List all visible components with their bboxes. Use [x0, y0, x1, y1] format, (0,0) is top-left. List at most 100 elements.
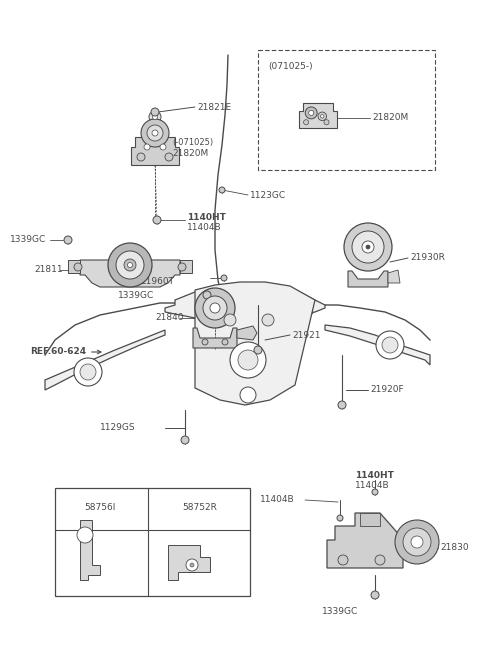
Circle shape	[141, 119, 169, 147]
Circle shape	[254, 346, 262, 354]
Circle shape	[219, 187, 225, 193]
Circle shape	[372, 489, 378, 495]
Circle shape	[366, 245, 370, 249]
Polygon shape	[68, 260, 80, 273]
Bar	[55, 488, 250, 596]
Circle shape	[324, 120, 329, 125]
Circle shape	[202, 339, 208, 345]
Polygon shape	[360, 513, 380, 526]
Text: 21821E: 21821E	[197, 102, 231, 112]
Polygon shape	[168, 545, 210, 580]
Circle shape	[230, 342, 266, 378]
Text: 21830: 21830	[440, 543, 468, 553]
Circle shape	[74, 263, 82, 271]
Circle shape	[309, 110, 314, 116]
Circle shape	[186, 559, 198, 571]
Circle shape	[318, 112, 326, 120]
Circle shape	[338, 555, 348, 565]
Polygon shape	[388, 270, 400, 283]
Circle shape	[64, 236, 72, 244]
Polygon shape	[131, 137, 179, 165]
Polygon shape	[348, 271, 388, 287]
Circle shape	[160, 144, 166, 150]
Circle shape	[124, 259, 136, 271]
Circle shape	[238, 350, 258, 370]
Polygon shape	[193, 328, 237, 348]
Polygon shape	[165, 284, 325, 320]
Circle shape	[222, 339, 228, 345]
Circle shape	[181, 436, 189, 444]
Text: 21811: 21811	[34, 265, 62, 275]
Text: 11404B: 11404B	[187, 223, 222, 233]
Text: 21921: 21921	[292, 330, 321, 340]
Circle shape	[108, 243, 152, 287]
Circle shape	[224, 314, 236, 326]
Circle shape	[240, 387, 256, 403]
Circle shape	[165, 153, 173, 161]
Circle shape	[375, 555, 385, 565]
Circle shape	[338, 401, 346, 409]
Text: 58752R: 58752R	[182, 503, 217, 512]
Text: 1140HT: 1140HT	[187, 214, 226, 223]
Circle shape	[190, 563, 194, 567]
Text: 1339GC: 1339GC	[118, 290, 154, 300]
Circle shape	[382, 337, 398, 353]
Text: REF.60-624: REF.60-624	[30, 348, 101, 357]
Polygon shape	[45, 330, 165, 390]
Text: (071025-): (071025-)	[268, 62, 312, 72]
Circle shape	[144, 144, 150, 150]
Circle shape	[116, 251, 144, 279]
Circle shape	[337, 515, 343, 521]
Circle shape	[147, 125, 163, 141]
Text: 21920F: 21920F	[370, 386, 404, 394]
Circle shape	[203, 291, 211, 299]
Circle shape	[321, 114, 324, 118]
Circle shape	[128, 263, 132, 267]
Circle shape	[376, 331, 404, 359]
Circle shape	[221, 275, 227, 281]
Circle shape	[411, 536, 423, 548]
Text: 11404B: 11404B	[260, 495, 295, 505]
Text: 21930R: 21930R	[410, 254, 445, 263]
Polygon shape	[325, 325, 430, 365]
Polygon shape	[195, 282, 315, 405]
Circle shape	[403, 528, 431, 556]
Circle shape	[153, 114, 157, 120]
Text: (-071025): (-071025)	[172, 139, 213, 148]
Polygon shape	[80, 260, 180, 287]
Text: 21960T: 21960T	[140, 277, 174, 286]
Polygon shape	[80, 520, 100, 580]
Circle shape	[153, 216, 161, 224]
Circle shape	[151, 108, 159, 116]
Circle shape	[203, 296, 227, 320]
Circle shape	[137, 153, 145, 161]
Circle shape	[195, 288, 235, 328]
Polygon shape	[300, 102, 336, 128]
Circle shape	[210, 303, 220, 313]
Circle shape	[371, 591, 379, 599]
Polygon shape	[327, 513, 403, 568]
Text: 11404B: 11404B	[355, 480, 390, 489]
Text: 21820M: 21820M	[372, 114, 408, 122]
Circle shape	[362, 241, 374, 253]
Polygon shape	[237, 326, 257, 340]
Text: 1123GC: 1123GC	[250, 191, 286, 200]
Circle shape	[178, 263, 186, 271]
Circle shape	[352, 231, 384, 263]
Circle shape	[344, 223, 392, 271]
Circle shape	[77, 527, 93, 543]
Circle shape	[262, 314, 274, 326]
Circle shape	[152, 130, 158, 136]
Text: 21820M: 21820M	[172, 150, 208, 158]
Text: 1339GC: 1339GC	[322, 608, 358, 616]
Circle shape	[303, 120, 309, 125]
Bar	[258, 50, 435, 170]
Polygon shape	[180, 260, 192, 273]
Circle shape	[74, 358, 102, 386]
Text: 1129GS: 1129GS	[100, 424, 136, 432]
Circle shape	[395, 520, 439, 564]
Circle shape	[149, 111, 161, 123]
Text: 58756I: 58756I	[84, 503, 116, 512]
Text: 21840: 21840	[155, 313, 183, 323]
Circle shape	[80, 364, 96, 380]
